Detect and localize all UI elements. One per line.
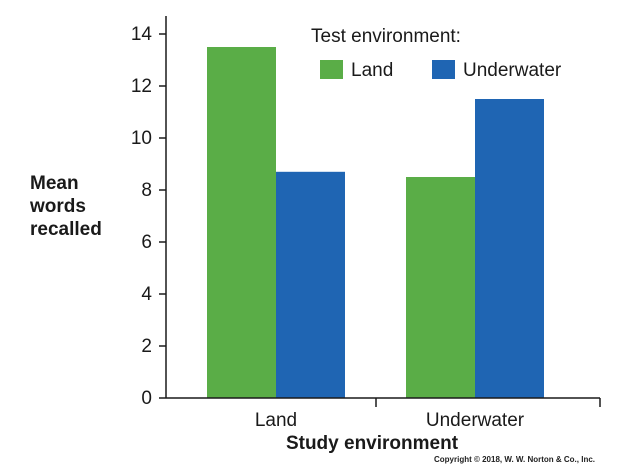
copyright-notice: Copyright © 2018, W. W. Norton & Co., In…: [433, 455, 595, 464]
bar-land-land: [207, 47, 276, 398]
x-ticks-group: Land Underwater: [255, 398, 601, 431]
x-tick-label: Land: [255, 410, 297, 431]
legend-swatch-land: [320, 60, 343, 79]
y-tick-label: 0: [141, 388, 152, 409]
x-axis-label: Study environment: [286, 433, 459, 454]
x-tick-label: Underwater: [426, 410, 525, 431]
y-axis-label-line-2: words: [30, 196, 86, 217]
legend-label-underwater: Underwater: [463, 60, 562, 81]
y-axis-label-line-1: Mean: [30, 173, 79, 194]
y-tick-label: 12: [131, 76, 152, 97]
y-tick-label: 14: [131, 24, 153, 45]
y-tick-label: 2: [141, 336, 152, 357]
y-tick-label: 8: [141, 180, 152, 201]
bar-underwater-land: [406, 177, 475, 398]
y-ticks-group: 0 2 4 6 8 10 12 14: [131, 24, 166, 409]
legend-swatch-underwater: [432, 60, 455, 79]
y-axis-label: Mean words recalled: [30, 172, 102, 241]
bars-group: [207, 47, 544, 398]
legend: Test environment: Land Underwater: [311, 26, 562, 81]
y-tick-label: 6: [141, 232, 152, 253]
y-axis-label-line-3: recalled: [30, 219, 102, 240]
y-tick-label: 10: [131, 128, 152, 149]
bar-underwater-underwater: [475, 99, 544, 398]
y-tick-label: 4: [141, 284, 152, 305]
bar-land-underwater: [276, 171, 345, 398]
legend-title: Test environment:: [311, 26, 461, 47]
legend-label-land: Land: [351, 60, 393, 81]
